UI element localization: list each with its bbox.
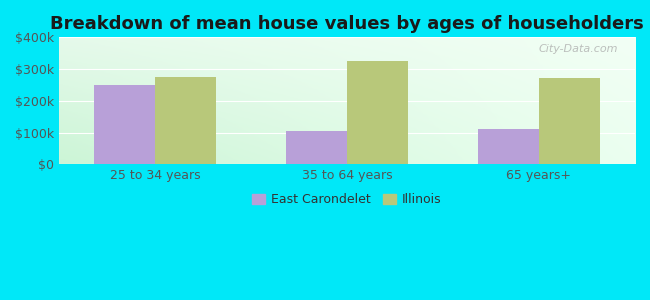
Bar — [347, 61, 408, 164]
Bar — [155, 77, 216, 164]
Bar — [94, 85, 155, 164]
Text: City-Data.com: City-Data.com — [538, 44, 617, 54]
Bar — [539, 78, 601, 164]
Legend: East Carondelet, Illinois: East Carondelet, Illinois — [247, 188, 447, 211]
Title: Breakdown of mean house values by ages of householders: Breakdown of mean house values by ages o… — [50, 15, 644, 33]
Bar — [478, 129, 539, 164]
Bar — [285, 131, 347, 164]
